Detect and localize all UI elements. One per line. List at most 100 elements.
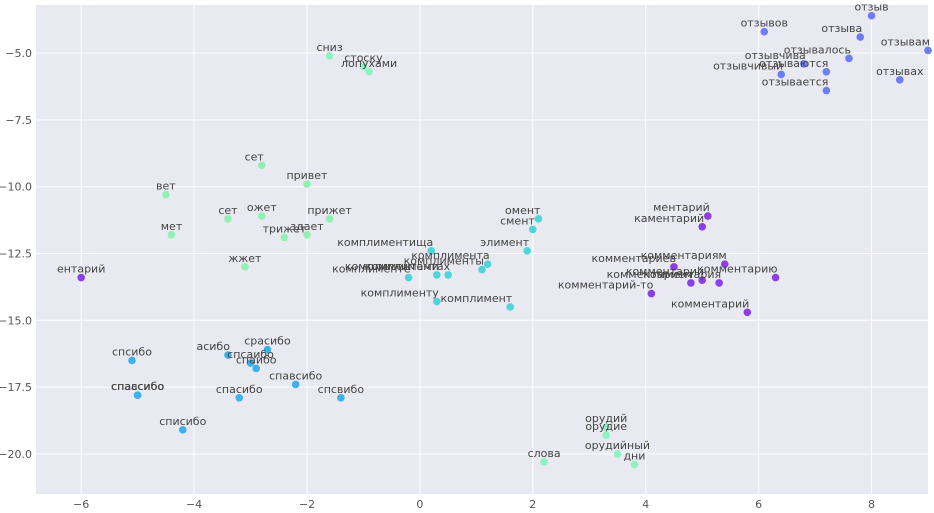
- point-label: комплименте: [332, 263, 411, 276]
- scatter-point: [433, 271, 441, 279]
- scatter-point: [325, 51, 334, 60]
- point-label: смент: [500, 214, 535, 227]
- x-tick-label: −4: [186, 498, 202, 511]
- point-label: здает: [290, 220, 324, 233]
- scatter-point: [178, 426, 187, 434]
- point-label: отзывчивый: [713, 59, 783, 72]
- point-label: жжет: [228, 252, 262, 265]
- scatter-point: [258, 161, 266, 170]
- scatter-point: [162, 190, 170, 199]
- scatter-point: [258, 212, 266, 220]
- x-tick-label: 8: [868, 498, 875, 511]
- axis-ticks: −6 −4 −2 0 2 4 6 8 −5.0 −7.5 −10.0 −12.5 −15.0 −17.5 −…: [0, 47, 875, 511]
- scatter-point: [167, 231, 176, 239]
- point-label: комплиментами: [345, 260, 439, 273]
- scatter-point: [483, 260, 492, 268]
- scatter-point: [670, 263, 678, 271]
- point-label: орудие: [585, 420, 627, 433]
- point-label: комментариям: [641, 249, 727, 262]
- point-label: комментарию: [697, 263, 777, 276]
- y-tick-label: −15.0: [0, 314, 32, 327]
- grid-lines: [36, 5, 928, 494]
- scatter-point: [602, 431, 611, 440]
- point-label: ожет: [247, 201, 277, 214]
- scatter-point: [867, 11, 876, 20]
- scatter-point: [895, 76, 904, 84]
- scatter-point: [291, 380, 300, 389]
- point-label: каментарий: [634, 212, 704, 225]
- scatter-point: [540, 458, 548, 466]
- point-label: комментарием: [607, 268, 693, 281]
- y-tick-label: −20.0: [0, 448, 32, 461]
- scatter-point: [822, 86, 831, 95]
- scatter-point: [404, 273, 413, 282]
- point-label: отзывам: [881, 35, 930, 48]
- scatter-point: [303, 231, 311, 239]
- point-label: комплименты: [404, 255, 484, 268]
- scatter-point: [924, 46, 932, 55]
- point-label: элимент: [480, 236, 529, 249]
- point-label: сет: [245, 150, 265, 163]
- point-label: комплименту: [361, 287, 440, 300]
- scatter-point: [365, 68, 373, 76]
- point-label: комментарии: [626, 265, 704, 278]
- y-tick-label: −10.0: [0, 181, 32, 194]
- scatter-point: [280, 233, 289, 242]
- point-label: комментарий: [671, 297, 749, 310]
- point-label: орудий: [585, 412, 627, 425]
- scatter-point: [715, 279, 723, 287]
- point-label: спаибо: [236, 353, 277, 366]
- point-label: лопухами: [341, 57, 397, 70]
- point-label: привет: [286, 169, 328, 182]
- point-label: дни: [623, 450, 645, 463]
- scatter-point: [133, 391, 142, 399]
- point-label: спсибо: [112, 345, 152, 358]
- point-label: спсвибо: [318, 383, 365, 396]
- plot-background: [36, 5, 928, 494]
- scatter-point: [325, 214, 334, 223]
- y-tick-label: −12.5: [0, 248, 32, 261]
- scatter-point: [720, 260, 729, 268]
- point-label: отзывчива: [745, 49, 806, 62]
- point-label: омент: [505, 204, 541, 217]
- point-label: прижет: [307, 204, 352, 217]
- point-label: срасибо: [244, 335, 291, 348]
- point-label: спаасибо: [111, 380, 165, 393]
- point-label: ентарий: [57, 263, 105, 276]
- scatter-point: [337, 394, 345, 402]
- scatter-point: [602, 423, 611, 431]
- scatter-point: [760, 27, 769, 36]
- scatter-point: [303, 180, 311, 188]
- point-label: комментарий-то: [558, 279, 654, 292]
- scatter-point: [647, 289, 656, 298]
- scatter-point: [263, 345, 272, 354]
- point-label: спасибо: [216, 383, 263, 396]
- scatter-point: [523, 247, 531, 255]
- scatter-point: [529, 225, 537, 234]
- y-tick-label: −7.5: [5, 114, 32, 127]
- scatter-point: [359, 62, 368, 71]
- scatter-point: [224, 351, 232, 359]
- scatter-point: [241, 263, 249, 271]
- point-label: отзывах: [876, 65, 924, 78]
- point-label: стоску: [344, 51, 383, 64]
- point-label: ментарий: [653, 201, 710, 214]
- point-label: сниз: [316, 41, 342, 54]
- scatter-point: [743, 308, 752, 317]
- point-label: отзывов: [741, 17, 788, 30]
- scatter-point: [444, 271, 452, 279]
- point-label: комплимент: [441, 292, 513, 305]
- scatter-point: [698, 276, 706, 285]
- scatter-point: [771, 273, 780, 282]
- point-label: комплиментах: [365, 260, 450, 273]
- scatter-point: [235, 394, 244, 402]
- scatter-point: [845, 54, 853, 63]
- data-points: [77, 11, 932, 469]
- point-label: отзыв: [854, 1, 888, 14]
- x-tick-label: 2: [529, 498, 536, 511]
- x-tick-label: 0: [416, 498, 423, 511]
- scatter-point: [433, 297, 441, 306]
- point-label: отзывается: [762, 76, 829, 89]
